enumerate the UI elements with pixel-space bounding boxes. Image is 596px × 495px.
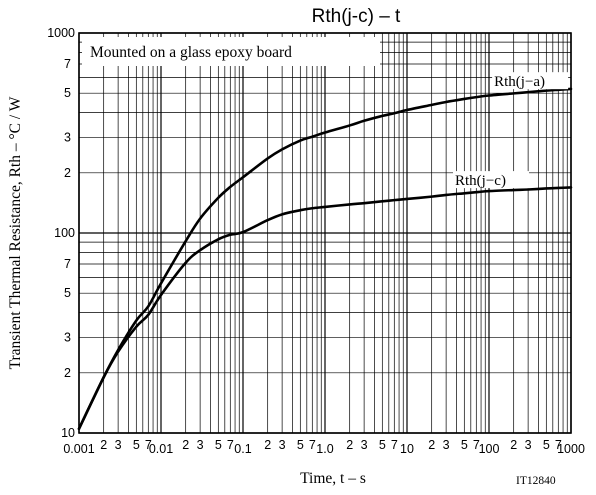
x-minor-tick-label: 5 <box>543 438 550 452</box>
x-major-tick-label: 1000 <box>557 442 585 456</box>
y-minor-tick-label: 7 <box>64 57 71 71</box>
rth-j-c-label: Rth(j−c) <box>455 173 506 189</box>
x-minor-tick-label: 5 <box>379 438 386 452</box>
x-minor-tick-label: 5 <box>297 438 304 452</box>
x-major-tick-label: 1.0 <box>316 442 333 456</box>
x-minor-tick-label: 3 <box>443 438 450 452</box>
x-minor-tick-label: 3 <box>115 438 122 452</box>
x-major-tick-label: 0.1 <box>234 442 251 456</box>
y-minor-tick-label: 3 <box>64 331 71 345</box>
x-minor-tick-label: 3 <box>197 438 204 452</box>
rth-j-c-label-background <box>453 171 529 189</box>
x-major-tick-label: 100 <box>479 442 500 456</box>
x-major-tick-label: 10 <box>400 442 414 456</box>
x-minor-tick-label: 3 <box>525 438 532 452</box>
x-minor-tick-label: 7 <box>309 438 316 452</box>
rth-j-a-label-background <box>492 72 569 90</box>
y-minor-tick-label: 2 <box>64 166 71 180</box>
chart-title: Rth(j-c) – t <box>312 6 401 27</box>
x-minor-tick-label: 5 <box>461 438 468 452</box>
x-minor-tick-label: 3 <box>361 438 368 452</box>
data-series: Rth(j−a) Rth(j−c) <box>77 72 573 431</box>
x-minor-tick-label: 5 <box>215 438 222 452</box>
rth-j-c-curve <box>77 186 573 431</box>
x-minor-tick-label: 7 <box>555 438 562 452</box>
plot-frame <box>78 32 572 434</box>
x-minor-tick-label: 3 <box>279 438 286 452</box>
x-minor-tick-label: 2 <box>264 438 271 452</box>
y-major-tick-label: 100 <box>54 226 75 240</box>
x-major-tick-label: 0.01 <box>149 442 173 456</box>
x-minor-tick-label: 5 <box>133 438 140 452</box>
rth-j-a-curve <box>77 87 573 431</box>
x-minor-tick-label: 7 <box>145 438 152 452</box>
y-major-tick-label: 10 <box>61 426 75 440</box>
x-minor-tick-label: 2 <box>510 438 517 452</box>
mounting-annotation: Mounted on a glass epoxy board <box>90 44 292 61</box>
x-minor-tick-label: 2 <box>182 438 189 452</box>
y-minor-tick-label: 7 <box>64 257 71 271</box>
y-minor-tick-label: 3 <box>64 131 71 145</box>
y-minor-tick-label: 5 <box>64 86 71 100</box>
x-major-tick-label: 0.001 <box>63 442 94 456</box>
x-minor-tick-label: 7 <box>391 438 398 452</box>
y-minor-tick-label: 2 <box>64 366 71 380</box>
annotation-background <box>82 37 380 66</box>
y-minor-tick-label: 5 <box>64 286 71 300</box>
y-axis-label: Transient Thermal Resistance, Rth – °C /… <box>7 96 24 369</box>
x-minor-tick-label: 2 <box>428 438 435 452</box>
rth-j-a-label: Rth(j−a) <box>494 74 545 90</box>
x-minor-tick-label: 2 <box>346 438 353 452</box>
x-minor-tick-label: 7 <box>227 438 234 452</box>
x-axis-label: Time, t – s <box>300 470 366 487</box>
y-major-tick-label: 1000 <box>47 26 75 40</box>
x-minor-tick-label: 2 <box>100 438 107 452</box>
figure-id: IT12840 <box>516 475 556 487</box>
y-axis-ticks: 10 100 1000 2 3 5 7 2 3 5 7 <box>47 26 75 440</box>
x-minor-tick-label: 7 <box>473 438 480 452</box>
